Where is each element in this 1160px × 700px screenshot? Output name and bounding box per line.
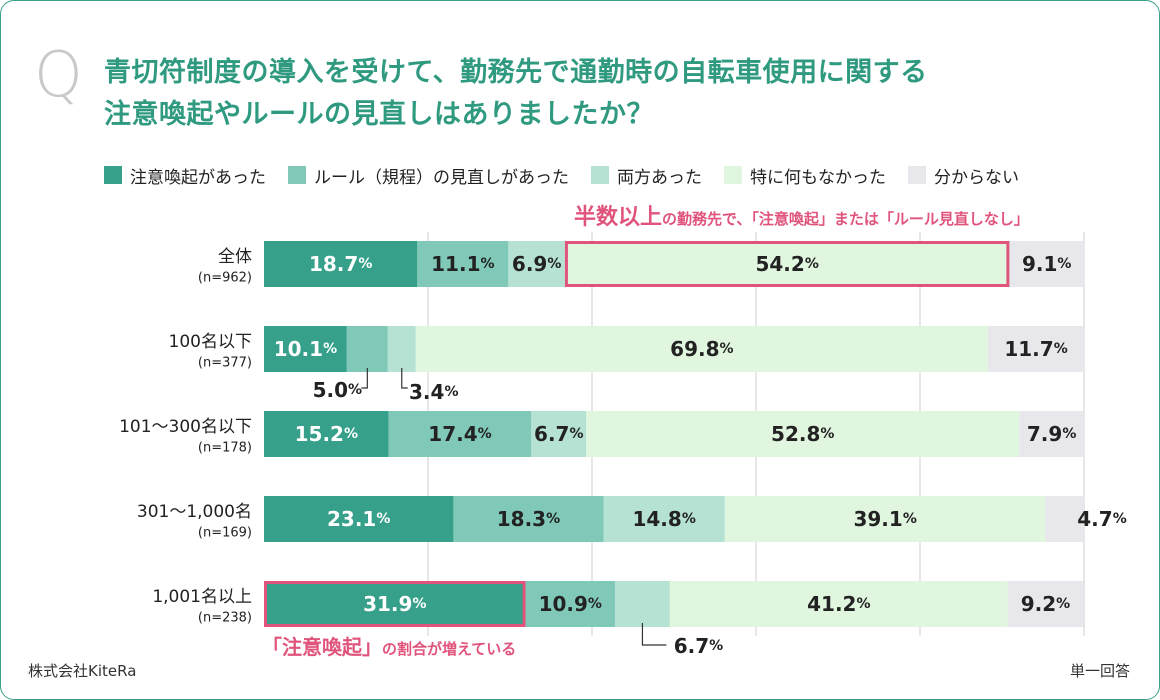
legend-label-caution: 注意喚起があった [130,167,266,188]
leader-line [361,368,368,389]
legend-item-rule-review: ルール（規程）の見直しがあった [288,163,569,188]
bar-row: 100名以下 (n=377) 10.1% 69.8% 11.7% [169,326,1084,372]
data-label-caution: 18.7% [309,252,372,276]
answer-type-note: 単一回答 [1070,662,1131,680]
category-label: 101〜300名以下 [119,417,252,437]
company-credit: 株式会社KiteRa [28,662,137,680]
data-label-caution: 31.9% [363,592,426,616]
leader-line [641,623,667,646]
bar-segment-caution [264,326,347,372]
bar-segment-both [603,496,725,542]
highlight-box-nothing-overall [564,241,1010,287]
bar-segment-rule-review [453,496,604,542]
bar-segment-unknown [1007,581,1084,627]
data-label-both: 3.4% [409,380,458,404]
bar-segment-caution [264,241,418,287]
bar-segment-nothing [586,411,1020,457]
bar-segment-caution [264,411,389,457]
category-label: 301〜1,000名 [137,502,252,522]
data-label-nothing: 52.8% [771,422,834,446]
chart-legend: 注意喚起があった ルール（規程）の見直しがあった 両方あった 特に何もなかった … [104,163,1041,188]
category-sample-size: (n=962) [198,271,252,286]
data-label-unknown: 9.1% [1022,252,1071,276]
category-label: 全体 [218,247,252,267]
highlights [264,241,1010,627]
category-label: 100名以下 [169,332,252,352]
callout-labels: 5.0% 3.4% 6.7% [313,368,723,658]
bar-segment-rule-review [525,581,615,627]
category-label: 1,001名以上 [152,587,252,607]
bar-segment-caution [264,581,526,627]
data-label-both: 6.7% [534,422,583,446]
data-label-nothing: 39.1% [853,507,916,531]
bar-segment-nothing [724,496,1046,542]
legend-swatch-caution [104,166,122,184]
data-label-both: 14.8% [632,507,695,531]
bar-row: 全体 (n=962) 18.7% 11.1% 6.9% 54.2% 9.1% [198,241,1084,287]
legend-item-nothing: 特に何もなかった [724,163,886,188]
data-label-rule-review: 17.4% [428,422,491,446]
legend-label-unknown: 分からない [934,167,1019,188]
data-label-both: 6.7% [674,634,723,658]
category-sample-size: (n=178) [198,441,252,456]
legend-item-unknown: 分からない [908,163,1019,188]
question-mark-letter: Q [34,38,83,111]
bar-segment-nothing [669,581,1008,627]
legend-item-caution: 注意喚起があった [104,163,266,188]
bar-segment-rule-review [346,326,388,372]
legend-label-rule-review: ルール（規程）の見直しがあった [314,167,569,188]
data-label-caution: 10.1% [274,337,337,361]
legend-item-both: 両方あった [591,163,702,188]
bar-row: 101〜300名以下 (n=178) 15.2% 17.4% 6.7% 52.8% 7.9% [119,411,1084,457]
annotation-top: 半数以上の勤務先で、「注意喚起」または「ルール見直しなし」 [574,204,1029,230]
data-label-unknown: 11.7% [1004,337,1067,361]
bar-segment-nothing [415,326,989,372]
data-label-caution: 23.1% [327,507,390,531]
legend-label-both: 両方あった [617,167,702,188]
bar-segment-both [508,241,565,287]
category-sample-size: (n=169) [198,526,252,541]
bar-segment-unknown [1045,496,1084,542]
bar-segment-nothing [564,241,1010,287]
legend-swatch-unknown [908,166,926,184]
data-label-rule-review: 5.0% [313,378,362,402]
bar-segment-rule-review [388,411,532,457]
category-sample-size: (n=377) [198,356,252,371]
legend-swatch-rule-review [288,166,306,184]
bar-segment-unknown [1019,411,1084,457]
category-sample-size: (n=238) [198,611,252,626]
data-label-nothing: 69.8% [670,337,733,361]
leader-line [401,368,408,389]
data-label-unknown: 7.9% [1027,422,1076,446]
bar-segment-unknown [988,326,1084,372]
data-label-unknown: 9.2% [1021,592,1070,616]
data-label-unknown: 4.7% [1077,507,1126,531]
data-label-caution: 15.2% [295,422,358,446]
data-label-rule-review: 10.9% [539,592,602,616]
bar-segment-caution [264,496,454,542]
question-title-line-2: 注意喚起やルールの見直しはありましたか？ [104,99,654,130]
bar-segment-unknown [1009,241,1084,287]
bar-row: 1,001名以上 (n=238) 31.9% 10.9% 41.2% 9.2% [152,581,1084,627]
data-label-nothing: 41.2% [807,592,870,616]
legend-swatch-nothing [724,166,742,184]
annotation-bottom: 「注意喚起」の割合が増えている [262,635,516,659]
bar-segment-both [614,581,670,627]
data-label-rule-review: 11.1% [431,252,494,276]
bar-segment-both [387,326,416,372]
question-title-line-1: 青切符制度の導入を受けて、勤務先で通勤時の自転車使用に関する [104,57,928,88]
data-label-nothing: 54.2% [755,252,818,276]
legend-label-nothing: 特に何もなかった [750,167,886,188]
highlight-box-caution-large [264,581,526,627]
data-label-rule-review: 18.3% [497,507,560,531]
data-label-both: 6.9% [512,252,561,276]
legend-swatch-both [591,166,609,184]
bar-segment-rule-review [417,241,509,287]
bar-segment-both [531,411,587,457]
bar-row: 301〜1,000名 (n=169) 23.1% 18.3% 14.8% 39.1% 4.7… [137,496,1127,542]
